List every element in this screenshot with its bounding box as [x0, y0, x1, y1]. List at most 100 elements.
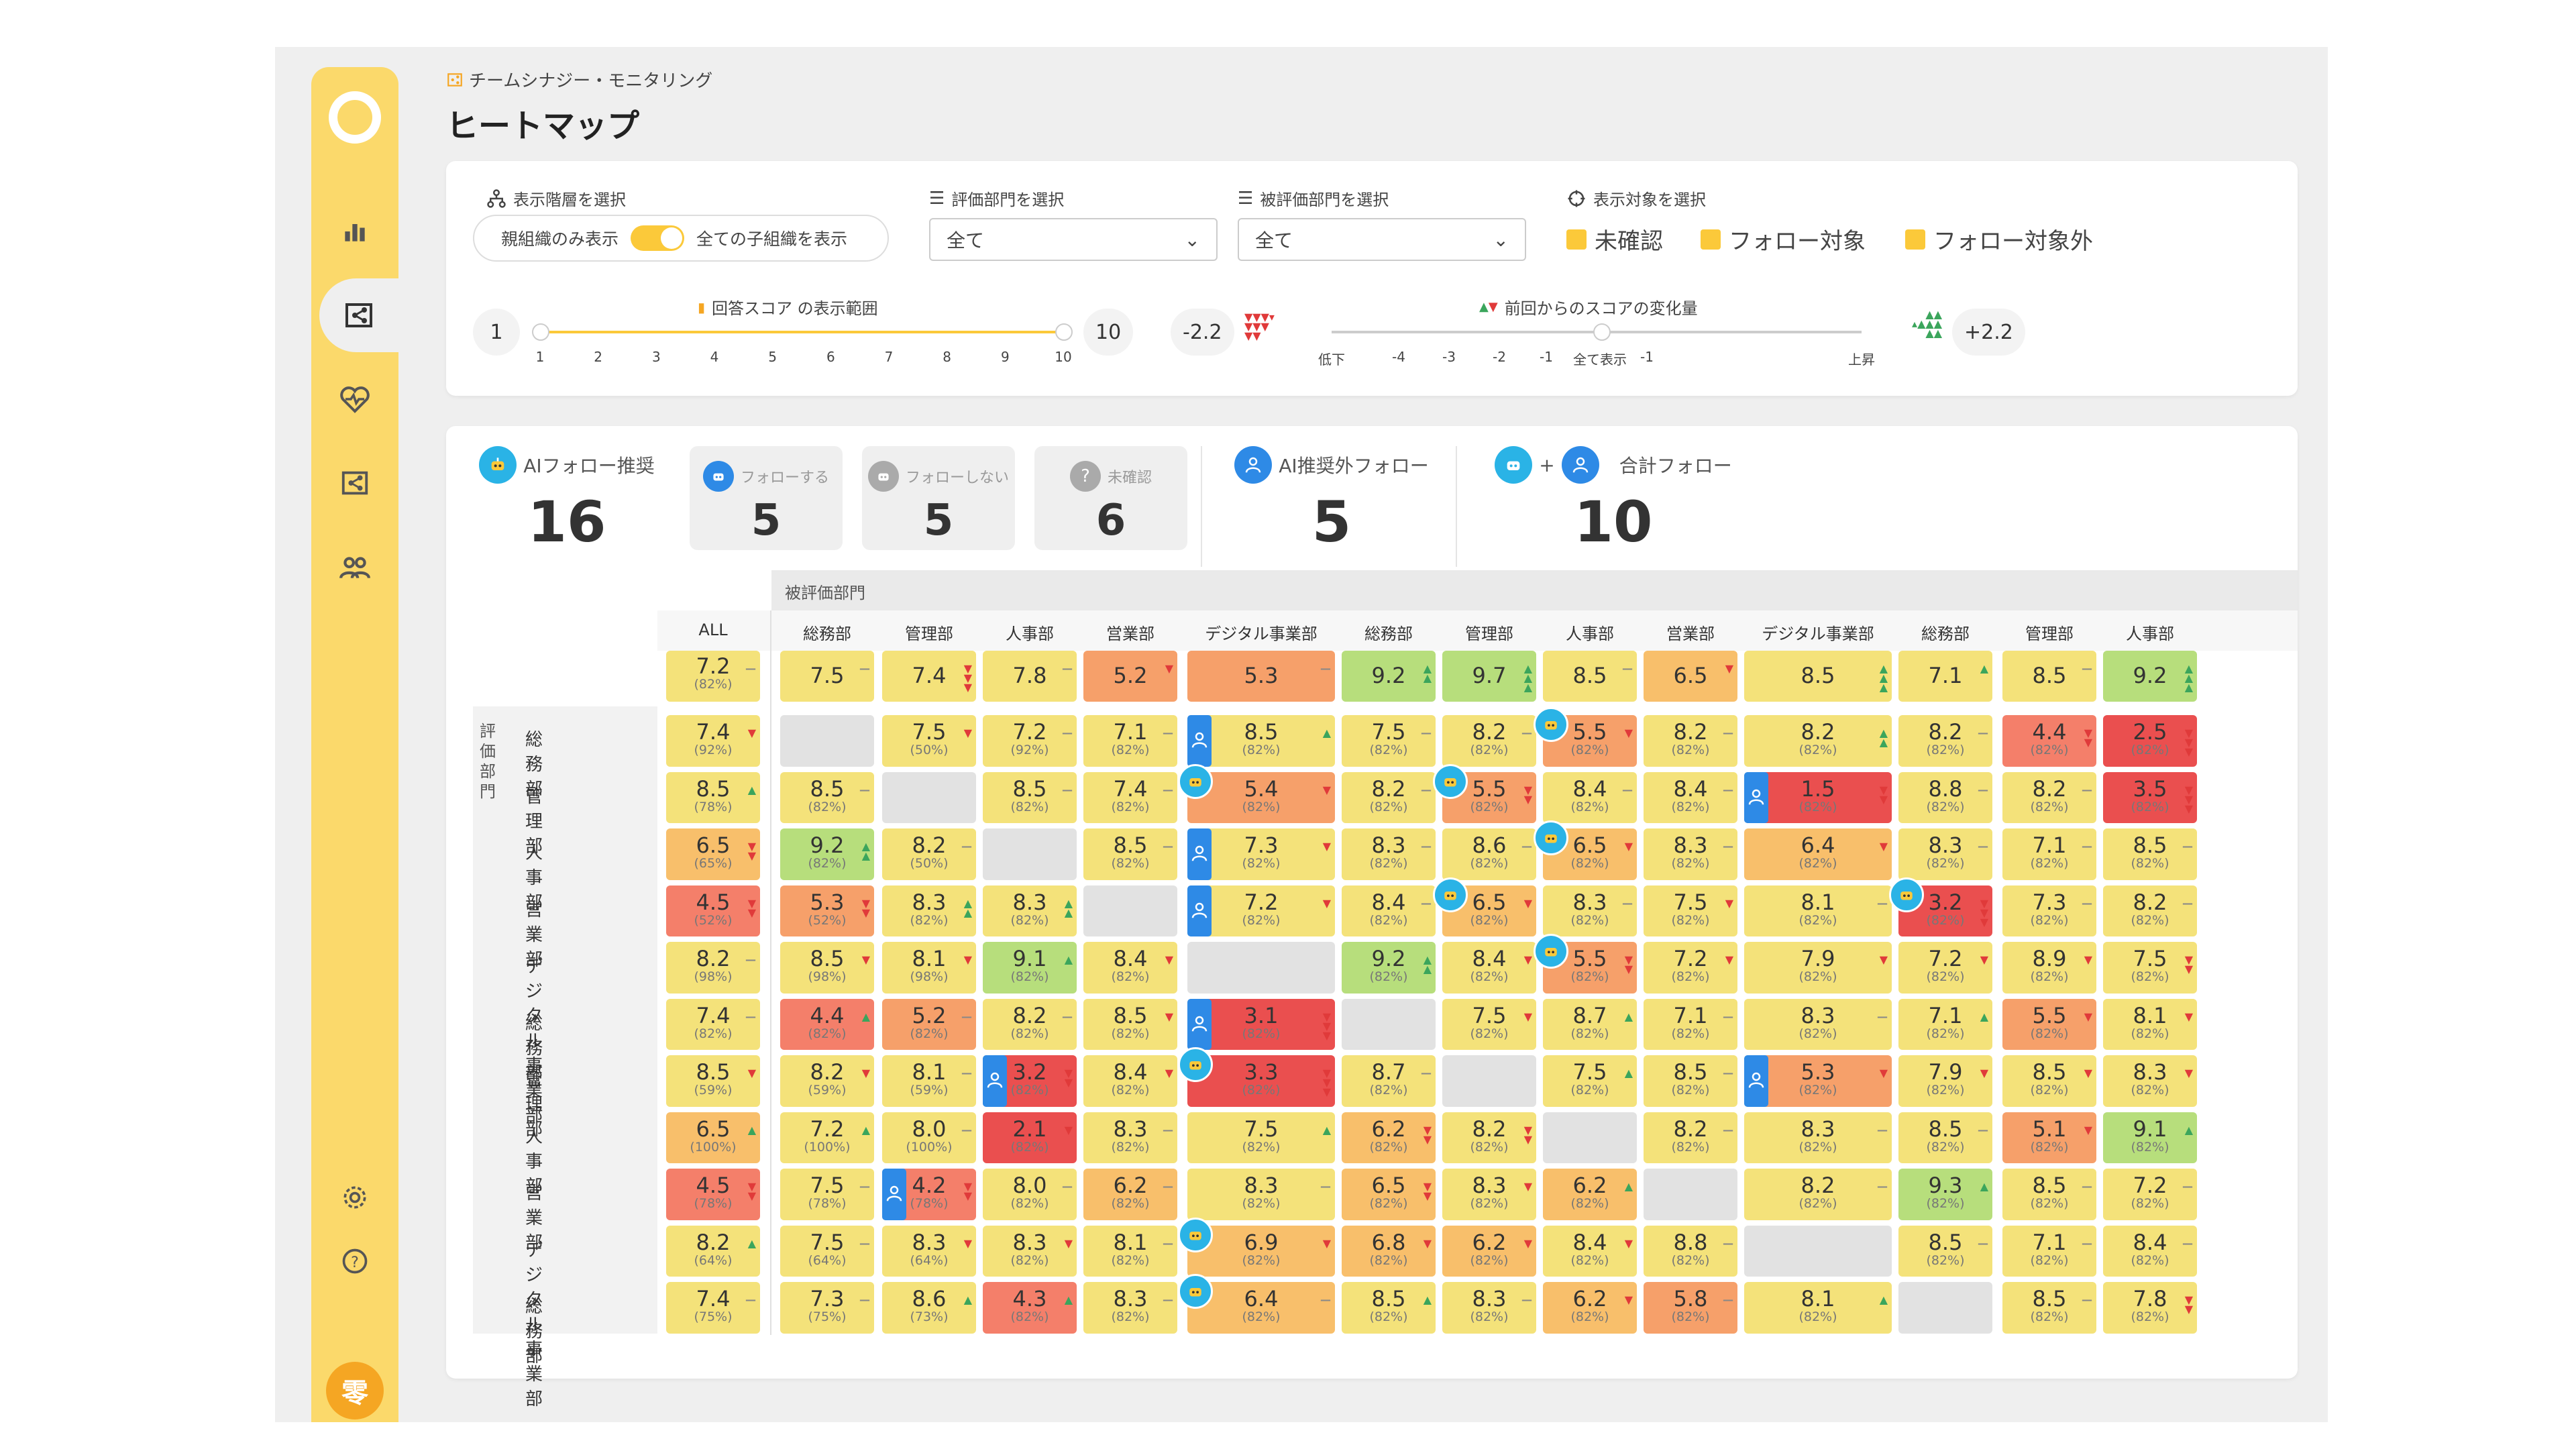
- heatmap-cell[interactable]: 7.8 (82%) ▼ ▼: [2103, 1282, 2197, 1334]
- heatmap-cell[interactable]: 8.2 (82%) —: [1898, 715, 1992, 767]
- heatmap-cell[interactable]: 8.4 (82%) ▼: [1083, 942, 1177, 994]
- change-min-box[interactable]: -2.2: [1171, 309, 1234, 356]
- heatmap-cell[interactable]: 8.9 (82%) ▼: [2002, 942, 2096, 994]
- heatmap-cell[interactable]: 7.5 (64%) —: [780, 1225, 874, 1277]
- heatmap-cell[interactable]: 8.2 (50%) —: [882, 828, 976, 880]
- heatmap-cell[interactable]: 7.5 (82%) —: [1342, 715, 1436, 767]
- avatar[interactable]: 零: [326, 1362, 384, 1419]
- heatmap-cell[interactable]: 7.1 (82%) —: [2002, 828, 2096, 880]
- heatmap-cell[interactable]: 4.5 (78%) ▼ ▼: [666, 1169, 760, 1220]
- change-range-handle[interactable]: [1593, 323, 1611, 341]
- heatmap-cell[interactable]: 5.5 (82%) ▼: [2002, 998, 2096, 1050]
- heatmap-cell[interactable]: 7.5 (78%) —: [780, 1169, 874, 1220]
- heatmap-cell[interactable]: 8.4 (82%) ▼: [1083, 1055, 1177, 1107]
- heatmap-cell[interactable]: 7.4 (92%) ▼: [666, 715, 760, 767]
- heatmap-cell[interactable]: 8.4 (82%) ▼: [1442, 942, 1536, 994]
- heatmap-cell[interactable]: 8.3 (82%) —: [1083, 1282, 1177, 1334]
- heatmap-cell[interactable]: 8.3 (82%) —: [1543, 885, 1637, 936]
- breadcrumb[interactable]: チームシナジー・モニタリング: [446, 67, 712, 92]
- total-cell[interactable]: 8.5 ▲ ▲ ▲: [1744, 651, 1892, 702]
- heatmap-cell[interactable]: 7.5 (82%) ▲: [1187, 1112, 1335, 1163]
- score-max-box[interactable]: 10: [1083, 309, 1134, 356]
- row-label[interactable]: 管理部: [525, 786, 543, 857]
- sidebar-item-heatmap[interactable]: [319, 278, 398, 352]
- follow-marker[interactable]: [983, 1055, 1007, 1107]
- ai-recommend-badge[interactable]: [1534, 820, 1568, 855]
- ai-recommend-badge[interactable]: [1534, 707, 1568, 742]
- heatmap-cell[interactable]: 8.2 (98%) —: [666, 942, 760, 994]
- row-label[interactable]: 営業部: [525, 1183, 543, 1253]
- heatmap-cell[interactable]: 8.6 (73%) ▲: [882, 1282, 976, 1334]
- heatmap-cell[interactable]: 8.0 (82%) —: [983, 1169, 1077, 1220]
- row-label[interactable]: 営業部: [525, 900, 543, 970]
- heatmap-cell[interactable]: 8.2 (82%) —: [2002, 771, 2096, 823]
- heatmap-cell[interactable]: 5.8 (82%) —: [1644, 1282, 1737, 1334]
- row-label[interactable]: 総務部: [525, 1297, 543, 1366]
- row-label[interactable]: 総務部: [525, 1013, 543, 1083]
- heatmap-cell[interactable]: 8.4 (82%) —: [1543, 771, 1637, 823]
- eval-dept-select[interactable]: 全て ⌄: [929, 218, 1218, 261]
- heatmap-cell[interactable]: 3.1 (82%) ▼ ▼ ▼: [1187, 998, 1335, 1050]
- heatmap-cell[interactable]: 8.4 (82%) ▼: [1543, 1225, 1637, 1277]
- stat-nofollow[interactable]: フォローしない 5: [862, 446, 1015, 550]
- heatmap-cell[interactable]: 7.4 (82%) —: [1083, 771, 1177, 823]
- heatmap-cell[interactable]: 8.5 (82%) ▲: [1187, 715, 1335, 767]
- column-header[interactable]: 総務部: [1364, 625, 1413, 643]
- heatmap-cell[interactable]: 8.2 (82%) —: [1342, 771, 1436, 823]
- heatmap-cell[interactable]: 7.2 (82%) ▼: [1187, 885, 1335, 936]
- target-option-unconfirmed[interactable]: 未確認: [1566, 223, 1663, 256]
- column-header[interactable]: デジタル事業部: [1762, 625, 1874, 643]
- heatmap-cell[interactable]: 8.3 (82%) —: [1744, 998, 1892, 1050]
- heatmap-cell[interactable]: 8.2 (82%) —: [2103, 885, 2197, 936]
- follow-marker[interactable]: [1744, 771, 1768, 823]
- heatmap-cell[interactable]: 8.3 (82%) ▼: [2103, 1055, 2197, 1107]
- score-range-min-handle[interactable]: [532, 323, 549, 341]
- heatmap-cell[interactable]: 7.2 (100%) ▲: [780, 1112, 874, 1163]
- heatmap-cell[interactable]: 8.5 (82%) —: [983, 771, 1077, 823]
- heatmap-cell[interactable]: 1.5 (82%) ▼ ▼: [1744, 771, 1892, 823]
- heatmap-cell[interactable]: 8.5 (82%) ▲: [1342, 1282, 1436, 1334]
- heatmap-cell[interactable]: 8.5 (78%) ▲: [666, 771, 760, 823]
- heatmap-cell[interactable]: 6.8 (82%) ▼: [1342, 1225, 1436, 1277]
- heatmap-cell[interactable]: 7.1 (82%) —: [1083, 715, 1177, 767]
- heatmap-cell[interactable]: 6.2 (82%) ▼ ▼: [1342, 1112, 1436, 1163]
- heatmap-cell[interactable]: 8.4 (82%) —: [1644, 771, 1737, 823]
- heatmap-cell[interactable]: 7.5 (82%) ▲: [1543, 1055, 1637, 1107]
- follow-marker[interactable]: [882, 1169, 906, 1220]
- total-cell[interactable]: 5.3 —: [1187, 651, 1335, 702]
- sidebar-item-dashboard[interactable]: [311, 195, 398, 268]
- column-header[interactable]: 管理部: [905, 625, 953, 643]
- heatmap-cell[interactable]: 8.0 (100%) —: [882, 1112, 976, 1163]
- heatmap-cell[interactable]: 8.3 (82%) ▼: [983, 1225, 1077, 1277]
- heatmap-cell[interactable]: 9.1 (82%) ▲: [2103, 1112, 2197, 1163]
- column-header[interactable]: ALL: [698, 621, 728, 639]
- heatmap-cell[interactable]: 7.2 (82%) —: [2103, 1169, 2197, 1220]
- heatmap-cell[interactable]: 8.3 (82%) —: [1644, 828, 1737, 880]
- heatmap-cell[interactable]: 8.5 (98%) ▼: [780, 942, 874, 994]
- heatmap-cell[interactable]: 5.3 (52%) ▼ ▼: [780, 885, 874, 936]
- heatmap-cell[interactable]: 5.3 (82%) ▼: [1744, 1055, 1892, 1107]
- heatmap-cell[interactable]: 7.1 (82%) ▲: [1898, 998, 1992, 1050]
- heatmap-cell[interactable]: 8.1 (59%) —: [882, 1055, 976, 1107]
- heatmap-cell[interactable]: 5.1 (82%) ▼: [2002, 1112, 2096, 1163]
- heatmap-cell[interactable]: 8.2 (82%) ▲ ▲: [1744, 715, 1892, 767]
- heatmap-cell[interactable]: 3.5 (82%) ▼ ▼ ▼: [2103, 771, 2197, 823]
- follow-marker[interactable]: [1744, 1055, 1768, 1107]
- heatmap-cell[interactable]: 8.7 (82%) ▲: [1543, 998, 1637, 1050]
- heatmap-cell[interactable]: 8.2 (59%) ▼: [780, 1055, 874, 1107]
- heatmap-cell[interactable]: 9.2 (82%) ▲ ▲: [780, 828, 874, 880]
- heatmap-cell[interactable]: 8.5 (82%) —: [2002, 1169, 2096, 1220]
- follow-marker[interactable]: [1187, 998, 1212, 1050]
- heatmap-cell[interactable]: 4.4 (82%) ▼ ▼: [2002, 715, 2096, 767]
- heatmap-cell[interactable]: 7.3 (75%) —: [780, 1282, 874, 1334]
- heatmap-cell[interactable]: 8.3 (82%) ▼: [1442, 1169, 1536, 1220]
- total-cell[interactable]: 6.5 ▼: [1644, 651, 1737, 702]
- heatmap-cell[interactable]: 8.2 (64%) ▲: [666, 1225, 760, 1277]
- heatmap-cell[interactable]: 7.1 (82%) —: [2002, 1225, 2096, 1277]
- heatmap-cell[interactable]: 8.3 (82%) —: [1187, 1169, 1335, 1220]
- heatmap-cell[interactable]: 8.5 (82%) —: [2002, 1282, 2096, 1334]
- target-option-nofollow[interactable]: フォロー対象外: [1905, 223, 2093, 256]
- heatmap-cell[interactable]: 7.9 (82%) ▼: [1898, 1055, 1992, 1107]
- total-cell[interactable]: 9.2 ▲ ▲ ▲: [2103, 651, 2197, 702]
- column-header[interactable]: 営業部: [1106, 625, 1155, 643]
